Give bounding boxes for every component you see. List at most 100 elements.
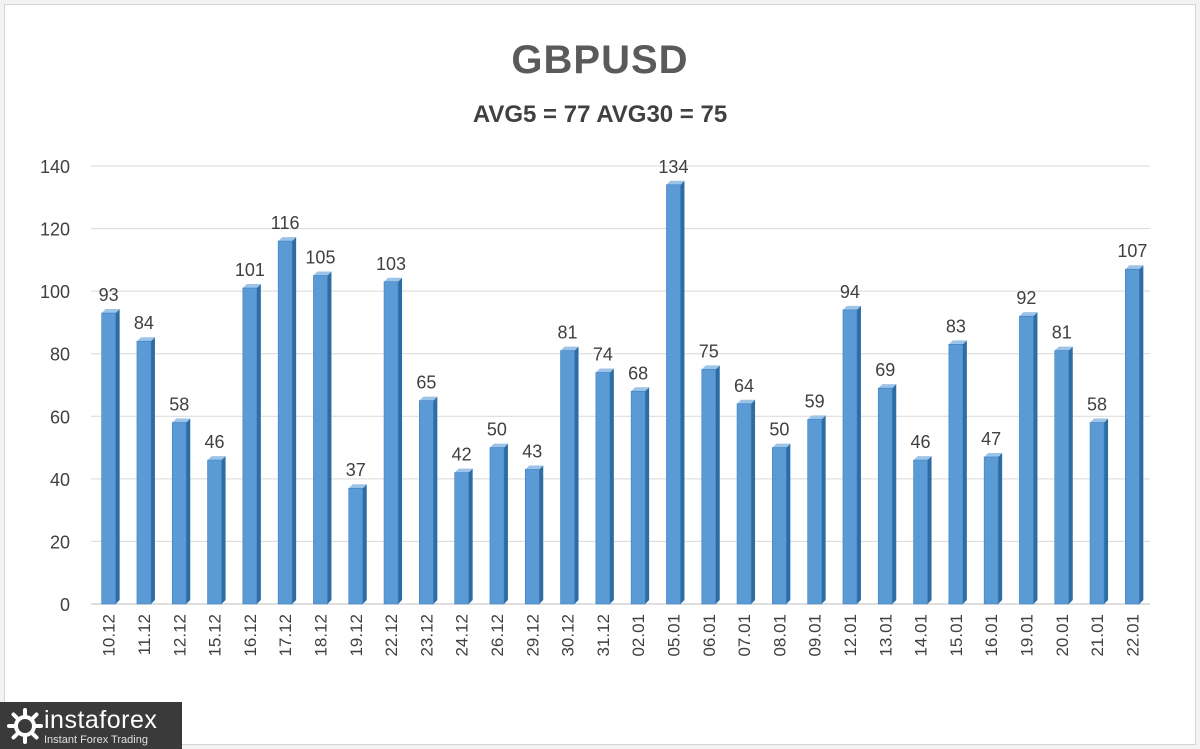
- data-label: 58: [169, 395, 189, 415]
- x-tick-label: 20.01: [1053, 614, 1072, 657]
- x-tick-label: 30.12: [559, 614, 578, 657]
- x-tick-label: 19.01: [1017, 614, 1036, 657]
- bar-side: [715, 365, 720, 604]
- bar-top: [207, 456, 226, 461]
- bar: [454, 472, 469, 605]
- bar: [524, 469, 540, 605]
- instaforex-logo-icon: [7, 708, 43, 744]
- x-tick-label: 15.01: [947, 614, 966, 657]
- data-label: 46: [205, 432, 225, 452]
- bar: [277, 240, 293, 605]
- bar-top: [454, 468, 473, 473]
- bar: [701, 369, 717, 605]
- bar-top: [1019, 312, 1038, 317]
- bar: [842, 309, 858, 605]
- bar-top: [419, 396, 438, 401]
- bar-top: [842, 305, 861, 310]
- x-tick-label: 29.12: [523, 614, 542, 657]
- bar-top: [984, 452, 1003, 457]
- bar: [101, 312, 116, 605]
- bar: [1089, 422, 1105, 605]
- data-label: 103: [376, 254, 406, 274]
- bar-top: [560, 346, 579, 351]
- bar-side: [398, 277, 403, 604]
- data-label: 74: [593, 344, 613, 364]
- data-label: 101: [235, 260, 265, 280]
- bar: [1125, 268, 1140, 605]
- bar-top: [1054, 346, 1073, 351]
- bar-side: [786, 443, 791, 604]
- x-tick-label: 23.12: [417, 614, 436, 657]
- data-label: 75: [699, 341, 719, 361]
- data-label: 58: [1087, 395, 1107, 415]
- data-label: 81: [558, 323, 578, 343]
- x-tick-label: 07.01: [735, 614, 754, 657]
- bar: [560, 350, 575, 605]
- bar: [489, 447, 505, 605]
- bar: [136, 340, 152, 605]
- bar: [772, 447, 787, 605]
- bar-top: [1125, 265, 1144, 270]
- bar-top: [772, 443, 791, 448]
- x-tick-label: 14.01: [912, 614, 931, 657]
- x-tick-label: 19.12: [347, 614, 366, 657]
- bar-side: [998, 452, 1003, 604]
- bar-side: [927, 456, 932, 604]
- bar-top: [136, 337, 155, 342]
- bar-side: [609, 368, 614, 604]
- x-tick-label: 09.01: [806, 614, 825, 657]
- x-tick-label: 16.01: [982, 614, 1001, 657]
- bar-side: [574, 346, 579, 604]
- x-tick-label: 05.01: [664, 614, 683, 657]
- bar-side: [962, 340, 967, 604]
- y-tick-label: 100: [40, 282, 70, 302]
- data-label: 59: [805, 391, 825, 411]
- bar: [807, 419, 822, 605]
- bar-side: [821, 415, 826, 604]
- bar: [948, 344, 964, 605]
- data-label: 42: [452, 445, 472, 465]
- x-tick-label: 22.01: [1123, 614, 1142, 657]
- bar-side: [186, 418, 191, 604]
- x-tick-label: 17.12: [276, 614, 295, 657]
- data-label: 64: [734, 376, 754, 396]
- x-tick-label: 08.01: [770, 614, 789, 657]
- bar-side: [256, 284, 261, 604]
- bar-side: [292, 237, 297, 605]
- watermark-tagline: Instant Forex Trading: [44, 734, 148, 746]
- x-tick-label: 18.12: [311, 614, 330, 657]
- bar-top: [701, 365, 720, 370]
- data-label: 68: [628, 363, 648, 383]
- bar: [419, 400, 434, 605]
- bar: [913, 459, 928, 605]
- bar-side: [751, 399, 756, 604]
- data-label: 92: [1016, 288, 1036, 308]
- x-tick-label: 15.12: [206, 614, 225, 657]
- bar-side: [433, 396, 438, 604]
- x-tick-label: 10.12: [100, 614, 119, 657]
- bar-top: [278, 237, 297, 242]
- bar: [877, 387, 893, 605]
- data-label: 116: [271, 213, 300, 233]
- bar-top: [631, 387, 650, 392]
- bar: [313, 275, 328, 605]
- x-tick-label: 31.12: [594, 614, 613, 657]
- bar-side: [327, 271, 332, 604]
- x-tick-label: 12.12: [170, 614, 189, 657]
- bar-top: [489, 443, 508, 448]
- bar-side: [468, 468, 473, 604]
- data-label: 107: [1117, 241, 1147, 261]
- bar-top: [242, 284, 261, 289]
- bar-top: [172, 418, 191, 423]
- bar-side: [1104, 418, 1109, 604]
- bar-side: [1139, 265, 1144, 604]
- bar-top: [384, 277, 403, 282]
- bar-side: [680, 180, 685, 604]
- bar-side: [221, 456, 226, 604]
- bar-side: [856, 305, 861, 604]
- x-tick-label: 21.01: [1088, 614, 1107, 657]
- bar-side: [645, 387, 650, 604]
- watermark-brand: instaforex: [44, 706, 158, 734]
- bar-top: [101, 309, 120, 314]
